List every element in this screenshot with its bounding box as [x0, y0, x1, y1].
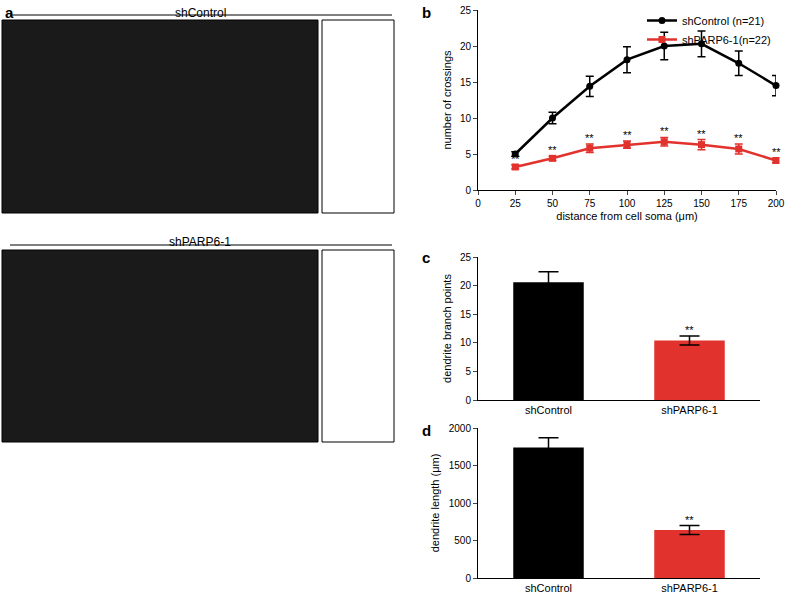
svg-text:100: 100 [619, 198, 636, 209]
svg-text:20: 20 [460, 280, 472, 291]
svg-text:25: 25 [460, 252, 472, 263]
svg-text:shControl (n=21): shControl (n=21) [682, 15, 764, 27]
svg-text:0: 0 [475, 198, 481, 209]
svg-text:a: a [5, 4, 14, 21]
svg-text:25: 25 [510, 198, 522, 209]
svg-text:shControl: shControl [525, 404, 572, 416]
svg-text:**: ** [548, 144, 557, 156]
svg-text:175: 175 [730, 198, 747, 209]
svg-text:shControl: shControl [175, 6, 226, 20]
svg-text:15: 15 [460, 309, 472, 320]
svg-text:shPARP6-1: shPARP6-1 [661, 582, 718, 594]
svg-text:dendrite branch points: dendrite branch points [441, 274, 453, 383]
svg-text:shPARP6-1: shPARP6-1 [169, 235, 231, 249]
svg-text:0: 0 [465, 395, 471, 406]
svg-text:1000: 1000 [449, 498, 472, 509]
svg-text:500: 500 [454, 535, 471, 546]
svg-text:75: 75 [584, 198, 596, 209]
svg-text:**: ** [585, 132, 594, 144]
svg-text:0: 0 [465, 185, 471, 196]
svg-text:c: c [422, 249, 430, 266]
svg-text:distance from cell soma (μm): distance from cell soma (μm) [556, 210, 697, 222]
svg-text:10: 10 [460, 337, 472, 348]
svg-text:shPARP6-1: shPARP6-1 [661, 404, 718, 416]
svg-text:50: 50 [547, 198, 559, 209]
svg-text:shControl: shControl [525, 582, 572, 594]
svg-text:125: 125 [656, 198, 673, 209]
svg-text:**: ** [685, 324, 694, 336]
svg-text:number of crossings: number of crossings [441, 50, 453, 150]
svg-text:1500: 1500 [449, 460, 472, 471]
svg-text:10: 10 [460, 113, 472, 124]
svg-text:25: 25 [460, 5, 472, 16]
svg-text:**: ** [697, 128, 706, 140]
svg-text:15: 15 [460, 77, 472, 88]
svg-text:200: 200 [768, 198, 785, 209]
svg-text:shPARP6-1(n=22): shPARP6-1(n=22) [682, 34, 771, 46]
svg-text:**: ** [623, 129, 632, 141]
svg-text:150: 150 [693, 198, 710, 209]
svg-text:0: 0 [465, 573, 471, 584]
svg-text:d: d [422, 422, 431, 439]
svg-text:dendrite length (μm): dendrite length (μm) [429, 454, 441, 553]
svg-text:**: ** [660, 125, 669, 137]
svg-text:**: ** [511, 153, 520, 165]
svg-text:**: ** [685, 514, 694, 526]
svg-text:b: b [422, 4, 431, 21]
svg-text:**: ** [734, 132, 743, 144]
svg-text:5: 5 [465, 366, 471, 377]
svg-text:20: 20 [460, 41, 472, 52]
svg-text:2000: 2000 [449, 423, 472, 434]
svg-text:**: ** [772, 146, 781, 158]
svg-text:5: 5 [465, 149, 471, 160]
